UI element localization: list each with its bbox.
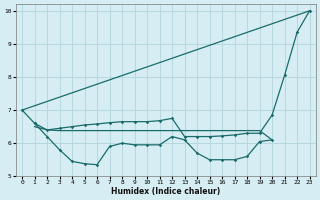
X-axis label: Humidex (Indice chaleur): Humidex (Indice chaleur)	[111, 187, 220, 196]
